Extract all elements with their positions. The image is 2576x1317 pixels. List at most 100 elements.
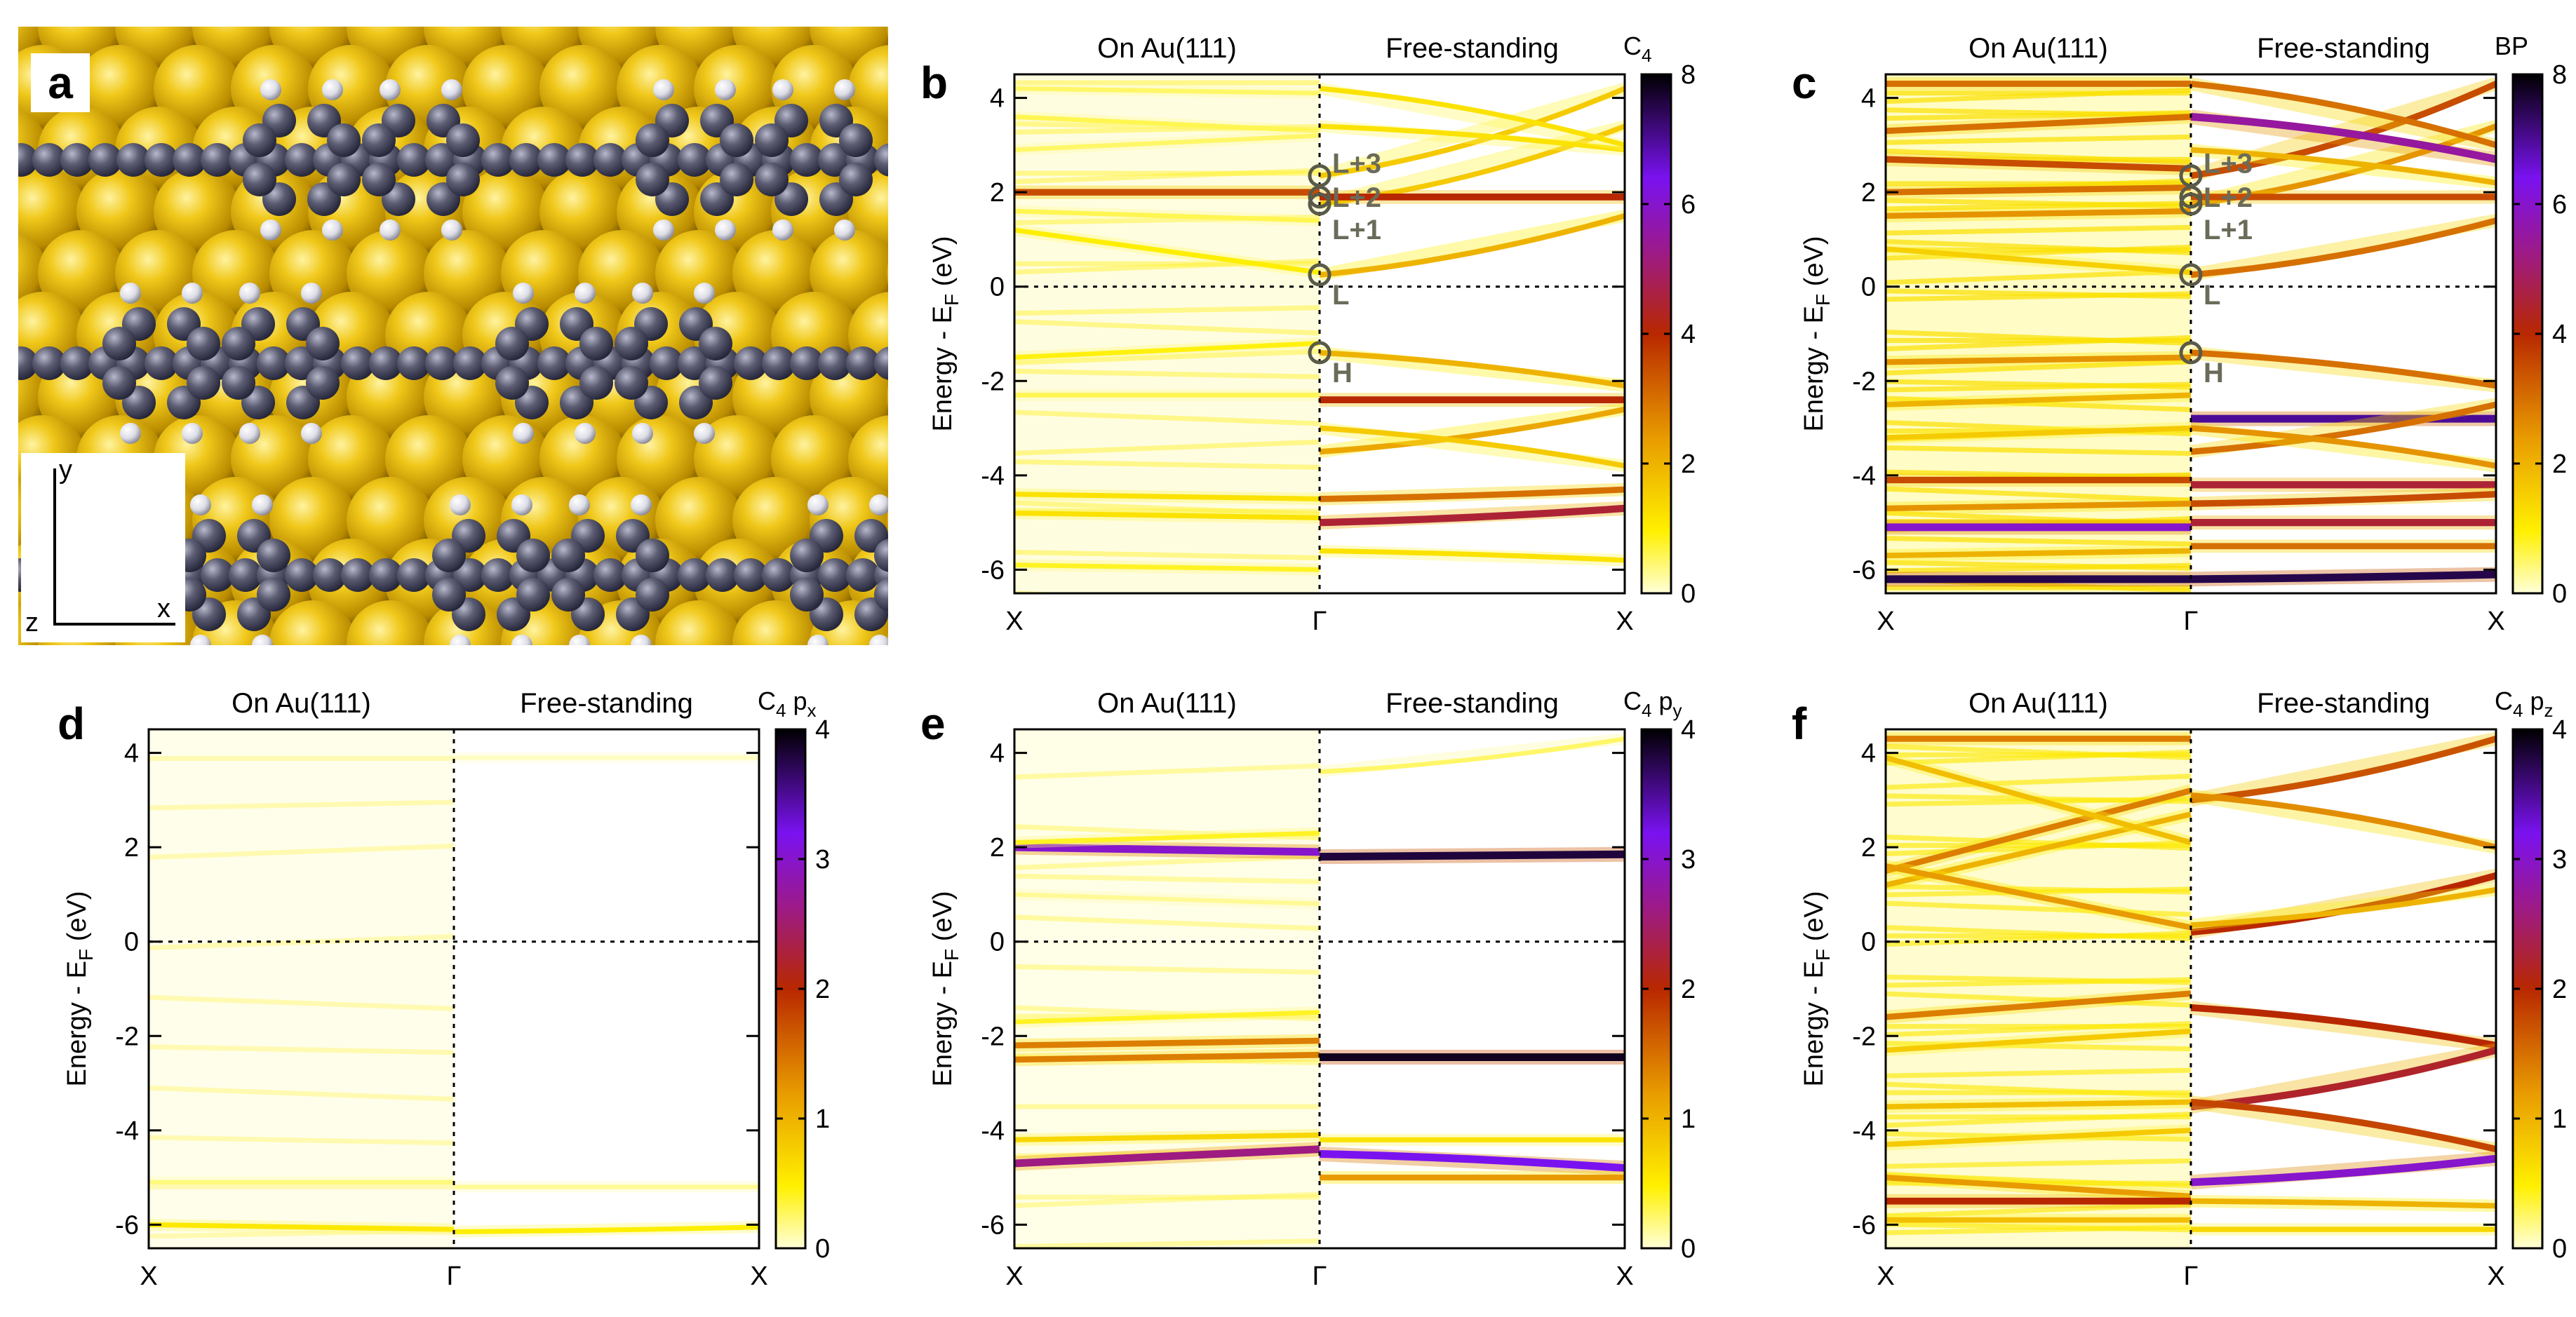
- carbon-atom: [481, 143, 515, 177]
- colorbar-tick-label: 4: [815, 715, 830, 745]
- gold-atom: [887, 509, 888, 532]
- carbon-atom: [243, 163, 276, 196]
- carbon-atom: [537, 143, 571, 177]
- band-right: [453, 1224, 759, 1234]
- hydrogen-atom: [715, 79, 736, 100]
- hybridized-band: [1014, 763, 1320, 780]
- band-left: [1014, 1145, 1320, 1168]
- carbon-atom: [755, 123, 789, 157]
- hydrogen-atom: [575, 283, 596, 304]
- hybridized-band: [149, 994, 455, 1011]
- carbon-atom: [762, 346, 796, 380]
- hybridized-band: [1886, 1224, 2192, 1236]
- hybridized-band: [149, 799, 455, 811]
- band-left: [1014, 86, 1320, 96]
- carbon-atom: [636, 123, 669, 157]
- panel-a-label: a: [48, 58, 73, 108]
- colorbar-tick-label: 8: [2552, 60, 2567, 90]
- carbon-atom: [734, 558, 767, 592]
- carbon-atom: [874, 143, 888, 177]
- carbon-atom: [699, 366, 732, 400]
- hydrogen-atom: [322, 79, 343, 100]
- carbon-atom: [453, 558, 487, 592]
- carbon-atom: [874, 346, 888, 380]
- xtick-label: X: [1616, 1262, 1633, 1291]
- band-right: [2190, 491, 2496, 507]
- band-left: [1886, 548, 2192, 559]
- panel-label: b: [920, 58, 948, 108]
- carbon-atom: [201, 558, 234, 592]
- carbon-atom: [818, 346, 852, 380]
- hydrogen-atom: [301, 423, 322, 444]
- axes-triad-background: [21, 453, 185, 642]
- ytick-label: 0: [1861, 928, 1876, 957]
- gold-atom: [655, 600, 742, 645]
- carbon-atom: [116, 143, 150, 177]
- colorbar-label: C4 py: [1623, 687, 1682, 721]
- carbon-atom: [306, 327, 340, 360]
- band-right: [2190, 401, 2496, 455]
- hybridized-band: [1014, 549, 1320, 561]
- colorbar-tick-label: 2: [2552, 450, 2567, 479]
- xtick-label: X: [2487, 607, 2504, 636]
- ytick-label: -4: [981, 461, 1005, 491]
- band-glow-right: [1318, 210, 1625, 281]
- hybridized-band: [1014, 853, 1320, 870]
- hybridized-band: [1014, 168, 1320, 184]
- carbon-atom: [397, 558, 431, 592]
- title-on-au111: On Au(111): [232, 688, 371, 719]
- ytick-label: -6: [981, 555, 1005, 585]
- carbon-atom: [341, 346, 375, 380]
- title-free-standing: Free-standing: [2257, 33, 2430, 64]
- hydrogen-atom: [182, 283, 203, 304]
- orbital-label: L+2: [1332, 182, 1381, 213]
- carbon-atom: [341, 558, 375, 592]
- colorbar-tick-label: 8: [1681, 60, 1696, 90]
- ytick-label: 4: [1861, 84, 1876, 114]
- carbon-atom: [790, 539, 824, 572]
- hydrogen-atom: [869, 494, 888, 515]
- carbon-atom: [551, 539, 585, 572]
- carbon-atom: [565, 143, 599, 177]
- carbon-atom: [720, 163, 753, 196]
- band-left: [149, 1222, 455, 1232]
- colorbar-tick-label: 4: [2552, 715, 2567, 745]
- ytick-label: -2: [981, 367, 1005, 396]
- hybridized-band: [1014, 1191, 1320, 1208]
- title-on-au111: On Au(111): [1968, 688, 2108, 719]
- gold-atom: [732, 600, 819, 645]
- panel-label: e: [920, 698, 946, 749]
- carbon-atom: [397, 143, 431, 177]
- nanoribbon-chain: [18, 283, 888, 444]
- carbon-atom: [229, 558, 262, 592]
- carbon-atom: [397, 346, 431, 380]
- hybridized-band: [1014, 590, 1081, 593]
- hydrogen-atom: [694, 423, 715, 444]
- carbon-atom: [222, 327, 255, 360]
- band-right: [2190, 349, 2496, 389]
- hydrogen-atom: [120, 283, 141, 304]
- band-right: [1319, 548, 1625, 563]
- carbon-atom: [755, 163, 789, 196]
- band-right: [2190, 81, 2496, 180]
- band-right: [1319, 349, 1625, 389]
- carbon-atom: [306, 366, 340, 400]
- band-glow-right: [2189, 77, 2496, 152]
- band-glow-right: [2189, 398, 2496, 459]
- carbon-atom: [678, 346, 711, 380]
- orbital-label: L+1: [1332, 215, 1381, 245]
- carbon-atom: [495, 327, 529, 360]
- bands: [1014, 733, 1625, 1248]
- hybridized-band: [1886, 335, 2192, 351]
- hydrogen-atom: [239, 423, 260, 444]
- carbon-atom: [790, 346, 824, 380]
- band-left: [1014, 1010, 1320, 1025]
- carbon-atom: [636, 163, 669, 196]
- carbon-atom: [579, 327, 613, 360]
- hydrogen-atom: [239, 283, 260, 304]
- bands: [149, 752, 759, 1239]
- hybridized-band: [1886, 1041, 2192, 1052]
- hydrogen-atom: [569, 494, 590, 515]
